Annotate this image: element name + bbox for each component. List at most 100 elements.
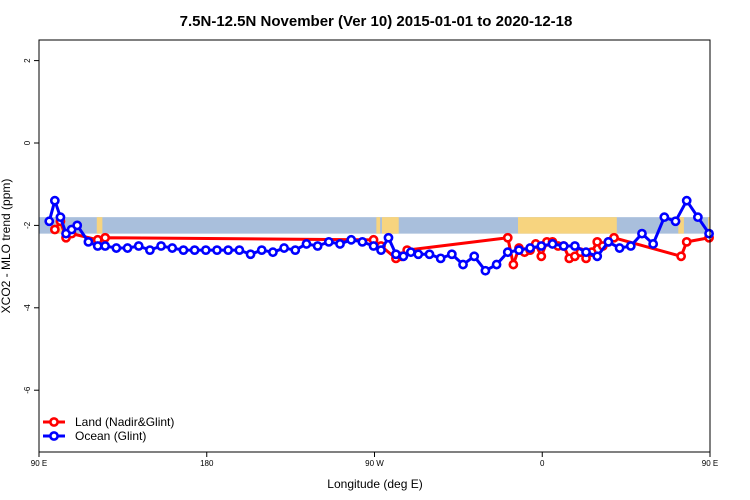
data-point [536, 241, 547, 251]
data-point [502, 247, 513, 258]
data-point [681, 195, 692, 206]
map-strip [39, 217, 710, 234]
data-point [122, 243, 133, 253]
data-point [55, 212, 66, 223]
land-patch [376, 217, 381, 234]
data-point [92, 241, 103, 251]
data-point [614, 243, 625, 253]
data-point [398, 251, 409, 262]
data-point [413, 249, 424, 260]
x-tick-label: 90 E [31, 459, 47, 468]
data-point [167, 243, 178, 253]
data-point [581, 247, 591, 258]
y-tick-label: 0 [23, 140, 32, 145]
x-axis: 90 E 180 90 W 0 90 E [31, 452, 718, 468]
data-point [458, 259, 468, 270]
data-point [536, 251, 547, 262]
data-point [383, 232, 394, 243]
data-point [469, 251, 480, 262]
data-point [637, 228, 647, 239]
data-point [100, 232, 111, 243]
y-tick-label: -6 [23, 386, 32, 394]
data-point [704, 228, 714, 239]
data-point [83, 236, 94, 247]
land-patch [708, 217, 710, 234]
y-tick-label: 2 [23, 58, 32, 63]
data-point [335, 239, 345, 249]
y-axis-label: XCO2 - MLO trend (ppm) [0, 179, 13, 314]
x-tick-label: 180 [200, 459, 214, 468]
data-point [659, 212, 670, 223]
data-point [692, 212, 703, 223]
data-point [301, 239, 312, 249]
data-point [72, 220, 83, 231]
data-point [223, 245, 234, 256]
chart-title: 7.5N-12.5N November (Ver 10) 2015-01-01 … [180, 13, 573, 30]
data-point [502, 232, 513, 243]
data-point [200, 245, 211, 256]
data-point [178, 245, 189, 256]
x-tick-label: 0 [540, 459, 545, 468]
x-axis-label: Longitude (deg E) [327, 477, 422, 491]
data-point [234, 245, 245, 256]
data-point [424, 249, 435, 260]
data-point [446, 249, 457, 260]
land-patch [518, 217, 617, 234]
data-point [145, 245, 155, 256]
x-tick-label: 90 W [365, 459, 384, 468]
y-axis: 2 0 -2 -4 -6 [23, 58, 39, 394]
legend-swatch-marker [49, 417, 59, 427]
y-tick-label: -4 [23, 304, 32, 312]
data-point [592, 251, 603, 262]
data-point [648, 239, 659, 249]
data-point [156, 241, 166, 251]
data-point [558, 241, 569, 251]
legend-label: Ocean (Glint) [75, 429, 146, 443]
data-point [268, 247, 278, 258]
data-point [279, 243, 290, 253]
legend: Land (Nadir&Glint)Ocean (Glint) [43, 415, 174, 443]
x-tick-label: 90 E [702, 459, 718, 468]
data-point [405, 247, 416, 258]
land-patch [96, 217, 103, 234]
data-point [290, 245, 301, 256]
data-point [681, 236, 692, 247]
data-point [569, 241, 580, 251]
data-point [100, 241, 111, 251]
data-point [357, 236, 368, 247]
data-point [435, 253, 446, 264]
data-point [312, 241, 323, 251]
data-point [676, 251, 687, 262]
data-point [245, 249, 256, 260]
data-point [480, 265, 491, 276]
legend-label: Land (Nadir&Glint) [75, 415, 174, 429]
data-point [603, 236, 614, 247]
land-patch [678, 217, 684, 234]
data-point [212, 245, 222, 256]
data-point [514, 245, 524, 256]
data-point [525, 243, 536, 253]
data-point [44, 216, 55, 227]
data-point [491, 259, 502, 270]
data-point [133, 241, 144, 251]
data-point [256, 245, 267, 256]
legend-swatch-marker [49, 431, 59, 441]
data-point [376, 245, 386, 256]
data-point [625, 241, 636, 251]
series-layer [44, 195, 714, 276]
land-patch [391, 217, 397, 234]
y-tick-label: -2 [23, 221, 32, 229]
data-point [49, 195, 60, 206]
data-point [670, 216, 681, 227]
series-ocean [44, 195, 714, 276]
data-point [49, 224, 60, 235]
data-point [391, 249, 401, 260]
data-point [111, 243, 122, 253]
data-point [323, 236, 334, 247]
data-point [368, 241, 379, 251]
data-point [346, 234, 357, 245]
data-point [189, 245, 200, 256]
data-point [508, 259, 519, 270]
data-point [547, 239, 558, 249]
